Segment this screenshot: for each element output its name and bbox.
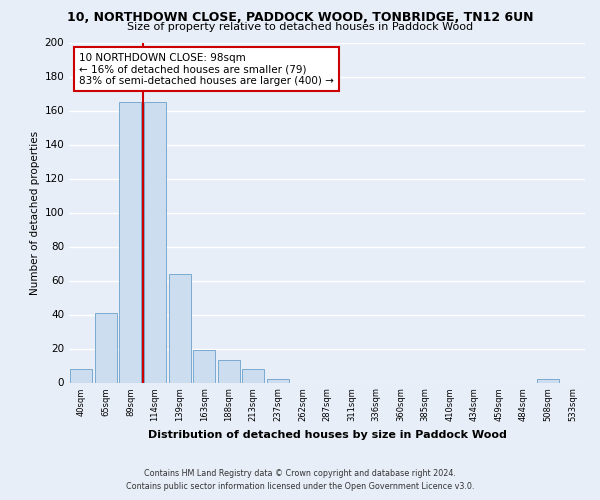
- Bar: [95, 313, 117, 382]
- Bar: [193, 350, 215, 382]
- Bar: [119, 102, 142, 382]
- Bar: [242, 369, 265, 382]
- Text: 10, NORTHDOWN CLOSE, PADDOCK WOOD, TONBRIDGE, TN12 6UN: 10, NORTHDOWN CLOSE, PADDOCK WOOD, TONBR…: [67, 11, 533, 24]
- X-axis label: Distribution of detached houses by size in Paddock Wood: Distribution of detached houses by size …: [148, 430, 506, 440]
- Bar: [169, 274, 191, 382]
- Bar: [144, 102, 166, 382]
- Text: Contains HM Land Registry data © Crown copyright and database right 2024.
Contai: Contains HM Land Registry data © Crown c…: [126, 470, 474, 491]
- Text: 10 NORTHDOWN CLOSE: 98sqm
← 16% of detached houses are smaller (79)
83% of semi-: 10 NORTHDOWN CLOSE: 98sqm ← 16% of detac…: [79, 52, 334, 86]
- Bar: [70, 369, 92, 382]
- Bar: [267, 379, 289, 382]
- Text: Size of property relative to detached houses in Paddock Wood: Size of property relative to detached ho…: [127, 22, 473, 32]
- Y-axis label: Number of detached properties: Number of detached properties: [30, 130, 40, 294]
- Bar: [537, 379, 559, 382]
- Bar: [218, 360, 240, 382]
